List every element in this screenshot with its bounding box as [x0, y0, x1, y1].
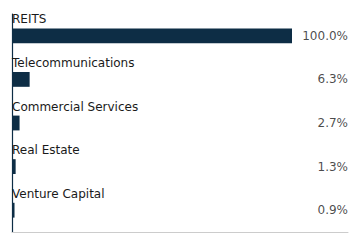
svg-text:Venture Capital: Venture Capital: [12, 187, 105, 201]
svg-text:Commercial Services: Commercial Services: [12, 100, 138, 114]
svg-text:Telecommunications: Telecommunications: [11, 56, 134, 70]
svg-text:Real Estate: Real Estate: [12, 143, 80, 157]
svg-text:100.0%: 100.0%: [302, 29, 348, 43]
svg-text:2.7%: 2.7%: [318, 116, 349, 130]
svg-text:6.3%: 6.3%: [318, 72, 349, 86]
svg-text:0.9%: 0.9%: [318, 203, 349, 217]
svg-text:1.3%: 1.3%: [318, 160, 349, 174]
svg-text:REITS: REITS: [12, 12, 46, 26]
